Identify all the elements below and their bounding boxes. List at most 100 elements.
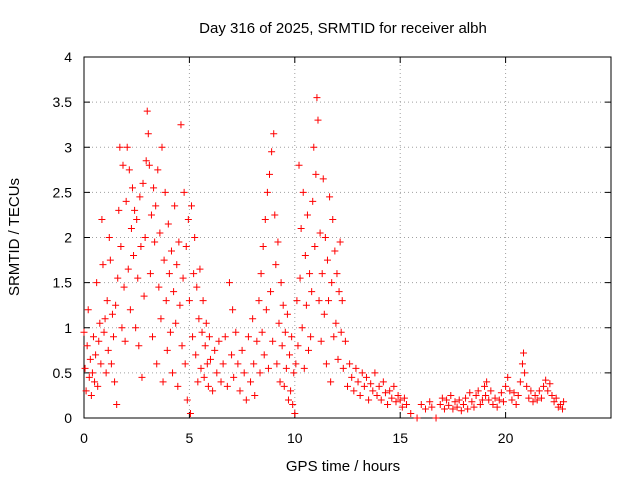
data-point [186,409,194,417]
data-point [462,394,470,402]
data-point [277,279,285,287]
data-point [453,403,461,411]
data-point [390,382,398,390]
data-point [291,409,299,417]
data-point [259,243,267,251]
x-tick-label: 15 [392,430,408,446]
data-point [267,288,275,296]
grid [84,57,611,418]
data-point [155,283,163,291]
data-point [247,378,255,386]
data-point [314,116,322,124]
data-point [144,130,152,138]
data-point [421,405,429,413]
data-point [165,270,173,278]
data-point [510,389,518,397]
y-tick-label: 0 [64,410,72,426]
data-point [89,333,97,341]
data-point [523,382,531,390]
data-point [548,391,556,399]
data-point [80,328,88,336]
data-point [122,197,130,205]
data-point [108,310,116,318]
data-point [197,364,205,372]
data-point [367,380,375,388]
data-point [107,360,115,368]
data-point [223,382,231,390]
y-tick-label: 2 [64,230,72,246]
data-point [191,234,199,241]
data-point [468,398,476,406]
data-point [134,274,142,282]
data-point [451,398,459,406]
x-tick-label: 5 [186,430,194,446]
data-point [271,211,279,219]
data-point [93,279,101,287]
data-point [116,143,124,151]
data-point [297,224,305,232]
data-point [242,396,250,404]
axis-ticks [83,56,611,419]
data-point [491,394,499,402]
data-point [455,396,463,404]
data-point [205,333,213,341]
data-point [356,391,364,399]
data-point [379,378,387,386]
data-point [341,337,349,345]
data-point [299,188,307,196]
data-point [321,234,329,241]
data-point [131,206,139,214]
data-point [114,274,122,282]
data-point [457,407,465,415]
data-point [504,373,512,381]
data-point [249,315,257,323]
data-point [400,394,408,402]
data-point [228,351,236,359]
data-point [87,391,95,399]
data-point [346,360,354,368]
data-point [508,396,516,404]
data-point [177,121,185,129]
data-point [236,387,244,395]
data-point [115,206,123,214]
data-point [142,157,150,165]
data-point [201,342,209,350]
data-point [215,337,223,345]
data-point [125,166,133,174]
data-point [150,184,158,192]
data-point [466,389,474,397]
data-point [119,161,127,169]
data-point [325,297,333,305]
data-point [120,283,128,291]
data-point [290,369,298,377]
data-point [202,319,210,327]
data-point [313,94,321,102]
data-point [174,382,182,390]
data-point [533,396,541,404]
data-point [358,369,366,377]
data-point [312,170,320,178]
data-point [198,328,206,336]
data-point [159,378,167,386]
data-point [253,337,261,345]
x-tick-labels: 0 5 10 15 20 [80,430,513,446]
data-point [196,265,204,273]
data-point [189,333,197,341]
data-point [520,349,528,357]
data-point [88,369,96,377]
data-point [388,394,396,402]
data-point [301,252,309,260]
data-point [118,324,126,332]
data-point [232,328,240,336]
data-point [195,315,203,323]
data-point [286,351,294,359]
data-point [211,346,219,354]
data-point [474,387,482,395]
data-point [127,224,135,232]
data-point [162,297,170,305]
data-point [283,310,291,318]
data-point [181,360,189,368]
data-point [525,394,533,402]
data-point [143,107,151,115]
